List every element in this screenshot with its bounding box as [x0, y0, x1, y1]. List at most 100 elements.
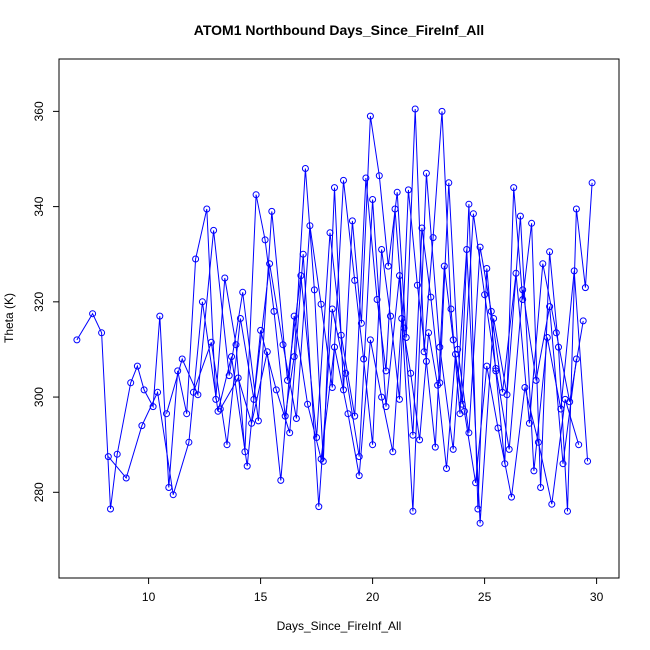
data-point [292, 415, 300, 422]
data-point [427, 293, 435, 301]
data-point [210, 226, 218, 234]
data-point [133, 362, 141, 370]
y-tick-label: 320 [32, 292, 46, 312]
data-point [73, 336, 81, 344]
data-point [348, 217, 356, 225]
data-point [505, 445, 513, 453]
data-point [207, 338, 215, 346]
data-point [257, 326, 265, 334]
data-point [277, 476, 285, 484]
data-point [149, 403, 157, 411]
data-point [319, 457, 327, 465]
series-line-3 [166, 177, 584, 438]
series-line-4 [192, 180, 577, 464]
y-tick-label: 340 [32, 196, 46, 216]
plot-area [73, 105, 596, 527]
data-point [570, 267, 578, 275]
data-point [272, 386, 280, 394]
data-point [304, 400, 312, 408]
data-point [476, 243, 484, 251]
data-point [315, 503, 323, 511]
data-point [458, 400, 466, 408]
data-point [510, 184, 518, 192]
data-point [225, 372, 233, 380]
data-point [340, 176, 347, 184]
data-point [438, 107, 446, 115]
data-point [407, 369, 415, 377]
data-point [382, 403, 390, 411]
data-point [284, 376, 291, 384]
data-point [366, 336, 374, 344]
plot-frame [58, 58, 620, 579]
data-point [254, 417, 262, 425]
data-point [331, 343, 338, 351]
data-point [445, 179, 453, 187]
data-point [342, 369, 350, 377]
x-axis: 10 15 20 25 30 [142, 578, 604, 604]
data-point [279, 341, 287, 349]
data-point [252, 191, 260, 199]
data-point [440, 262, 448, 270]
data-point [286, 429, 294, 437]
data-point [223, 441, 231, 449]
data-point [443, 465, 450, 472]
series-line-5 [219, 316, 580, 505]
data-point [387, 312, 394, 320]
data-point [564, 507, 571, 515]
data-point [326, 229, 334, 237]
data-point [528, 219, 536, 227]
data-point [317, 455, 325, 463]
data-point [429, 234, 437, 242]
data-point [422, 169, 430, 177]
data-point [203, 205, 211, 213]
series-line-2 [107, 173, 589, 524]
y-axis-label: Theta (K) [2, 293, 16, 343]
data-point [243, 462, 251, 470]
data-point [306, 222, 314, 230]
data-point [360, 355, 368, 363]
data-point [140, 386, 148, 394]
data-point [476, 519, 484, 527]
data-point [532, 376, 540, 384]
data-point [351, 276, 359, 284]
x-tick-label: 25 [478, 590, 492, 604]
data-point [584, 457, 592, 465]
data-point [425, 329, 433, 337]
data-point [469, 210, 477, 218]
data-point [449, 336, 457, 344]
data-point [214, 407, 222, 415]
data-point [561, 395, 569, 403]
data-point [537, 484, 545, 491]
data-point [138, 422, 146, 430]
data-point [369, 196, 377, 203]
data-point [404, 186, 412, 194]
data-point [266, 260, 274, 268]
data-point [189, 388, 197, 396]
data-point [525, 419, 533, 427]
data-point [198, 298, 206, 306]
data-point [89, 310, 97, 318]
data-point [366, 112, 374, 120]
data-point [411, 105, 419, 113]
data-point [449, 445, 457, 453]
data-point [391, 205, 399, 213]
data-point [452, 350, 459, 358]
data-point [413, 281, 421, 289]
data-point [572, 355, 580, 363]
data-point [234, 374, 242, 382]
data-point [581, 284, 589, 292]
data-point [248, 419, 256, 427]
data-point [546, 303, 554, 311]
data-point [579, 317, 587, 325]
data-point [409, 431, 417, 439]
data-point [521, 384, 529, 391]
x-tick-label: 15 [254, 590, 268, 604]
data-point [310, 286, 318, 294]
data-point [516, 212, 524, 220]
data-point [508, 493, 515, 501]
data-point [373, 296, 381, 303]
y-tick-label: 360 [32, 101, 46, 121]
data-point [375, 172, 383, 180]
x-tick-label: 20 [366, 590, 380, 604]
series-line-1 [76, 108, 593, 512]
